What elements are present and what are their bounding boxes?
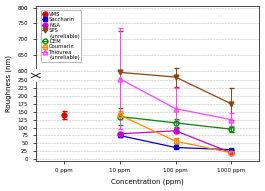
Y-axis label: Roughness (nm): Roughness (nm) — [6, 55, 12, 112]
Legend: VMS, Saccharin, NSA, SPS, (unreliable), DEM, Coumarin, Thiourea, (unreliable): VMS, Saccharin, NSA, SPS, (unreliable), … — [41, 10, 81, 62]
X-axis label: Concentration (ppm): Concentration (ppm) — [111, 179, 184, 185]
